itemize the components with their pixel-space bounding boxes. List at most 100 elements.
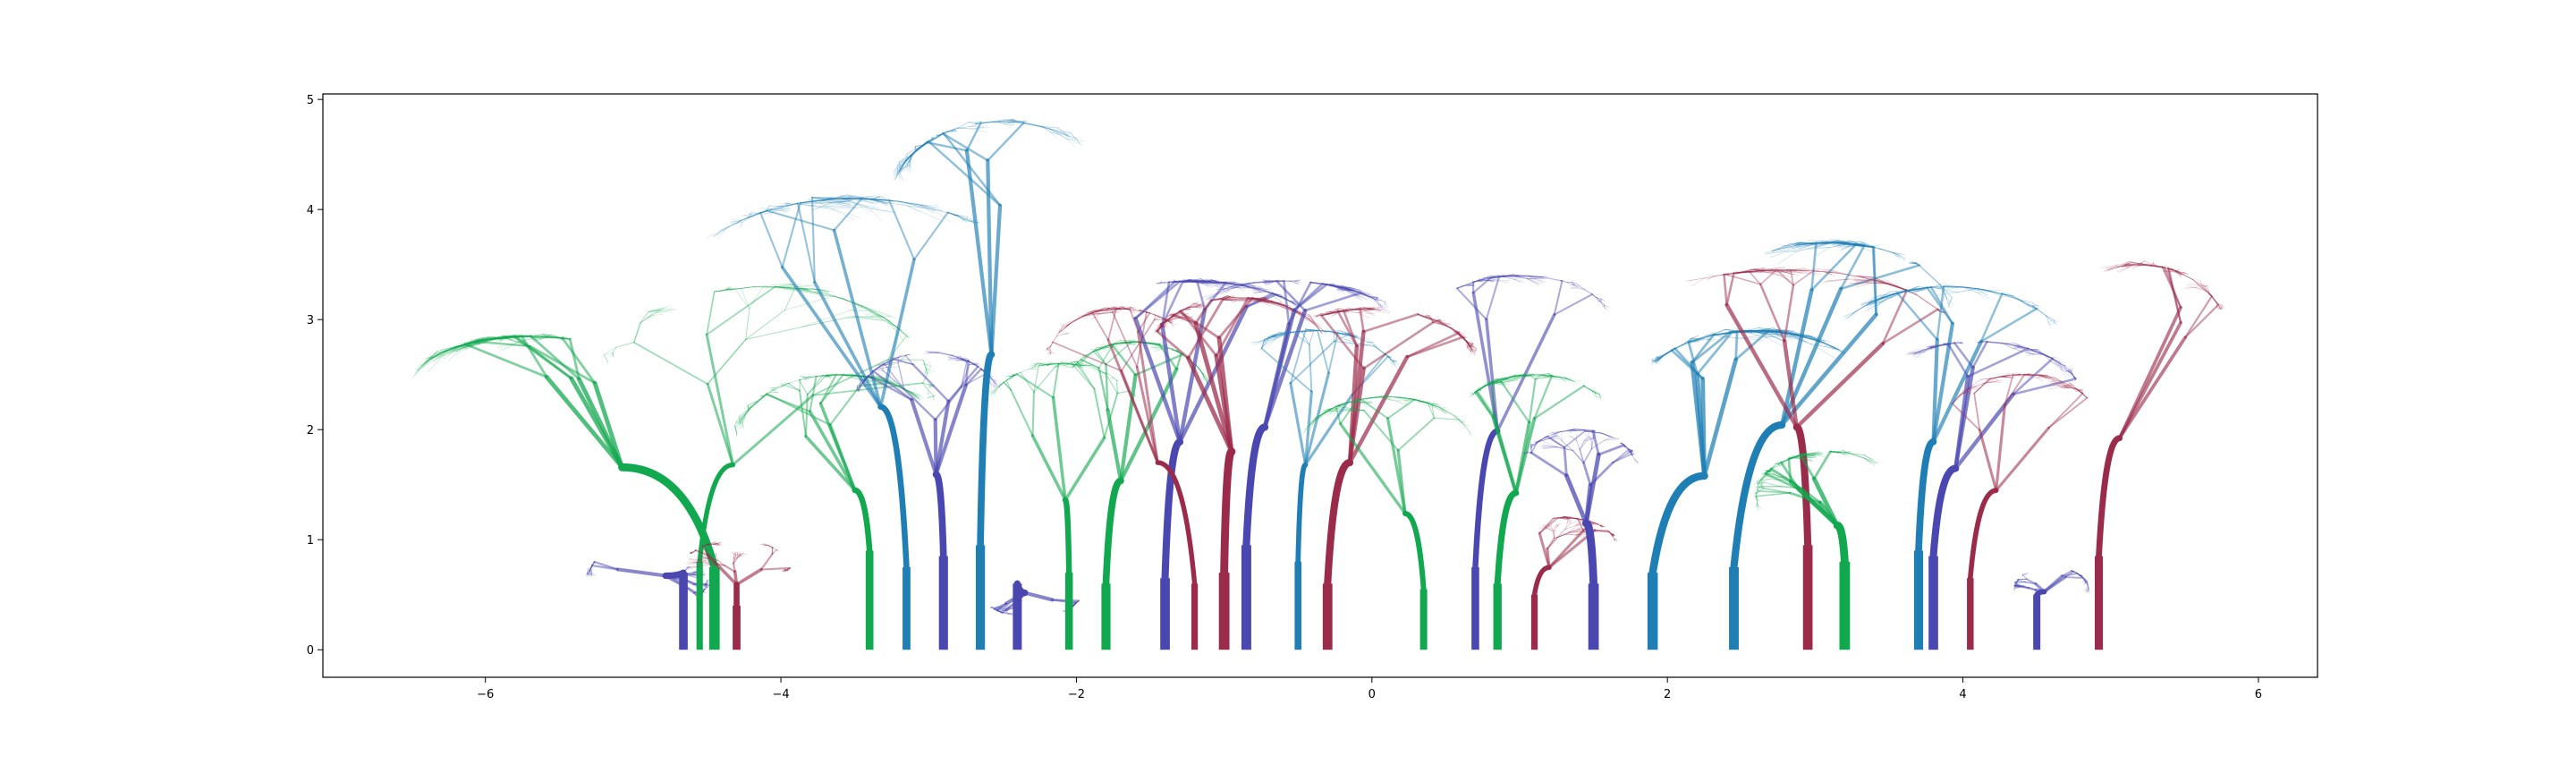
tree-branch <box>682 577 697 585</box>
tree-branch <box>499 341 520 351</box>
tree-branch <box>799 377 810 380</box>
tree-branch <box>506 336 523 337</box>
tree-branch <box>774 391 778 394</box>
tree-branch <box>922 382 929 386</box>
tree-branch <box>734 288 750 310</box>
tree-branch <box>431 348 452 360</box>
tree-branch <box>953 215 957 217</box>
tree-branch <box>833 295 867 309</box>
tree-branch <box>703 590 706 593</box>
tree-branch <box>467 337 480 344</box>
tree-branch <box>908 206 944 211</box>
tree-branch <box>470 339 485 347</box>
tree-branch <box>478 340 531 347</box>
tree-branch <box>778 205 788 207</box>
tree-branch <box>707 544 710 546</box>
tree-branch <box>861 198 898 202</box>
tree-branch <box>691 571 697 575</box>
tree-branch <box>876 200 883 201</box>
tree-branch <box>703 591 705 594</box>
tree-branch <box>856 379 865 386</box>
tree-branch <box>764 542 768 546</box>
tree-branch <box>750 393 768 409</box>
tree-branch <box>476 339 488 342</box>
tree-branch <box>530 335 580 380</box>
tree-branch <box>896 200 928 206</box>
tree-branch <box>968 361 979 368</box>
tree-branch <box>811 196 816 284</box>
tree-branch <box>706 583 708 585</box>
tree-branch <box>589 572 592 576</box>
tree-branch <box>587 569 590 573</box>
tree-branch <box>785 570 788 572</box>
tree-branch <box>862 379 865 381</box>
tree-branch <box>962 358 966 361</box>
tree-branch <box>736 553 741 556</box>
tree-branch <box>499 337 509 342</box>
tree-branch <box>682 573 692 576</box>
tree-branch <box>846 194 865 200</box>
tree-branch <box>809 376 818 378</box>
tree-branch <box>960 363 970 388</box>
tree-branch <box>849 375 856 377</box>
tree-branch <box>741 417 745 427</box>
tree-branch <box>885 318 904 342</box>
tree-branch <box>880 201 889 205</box>
tree-branch <box>784 202 790 205</box>
tree-branch <box>908 390 925 399</box>
tree-branch <box>874 310 886 319</box>
tree-branch <box>771 206 784 209</box>
tree-branch <box>705 582 708 587</box>
tree-branch <box>633 322 640 344</box>
tree-branch <box>897 354 902 358</box>
tree-branch <box>735 415 742 423</box>
tree-branch <box>856 386 860 391</box>
tree-branch <box>737 551 739 555</box>
tree-branch <box>900 158 908 164</box>
tree-branch <box>932 208 965 217</box>
tree-branch <box>877 363 884 369</box>
tree-branch <box>816 199 832 201</box>
tree-branch <box>775 549 778 551</box>
tree-branch <box>705 583 707 585</box>
tree-branch <box>540 336 551 338</box>
tree-branch <box>826 199 840 203</box>
tree-branch <box>741 288 750 310</box>
tree-branch <box>874 200 881 203</box>
tree-branch <box>789 287 822 291</box>
tree-branch <box>831 208 855 220</box>
tree-branch <box>768 386 780 389</box>
tree-branch <box>869 208 897 214</box>
tree-branch <box>811 202 832 211</box>
tree-branch <box>788 283 809 291</box>
tree-branch <box>451 344 471 349</box>
tree-branch <box>805 378 809 382</box>
tree-branch <box>880 358 895 366</box>
tree-branch <box>749 286 764 310</box>
tree-branch <box>882 316 908 336</box>
tree-branch <box>919 204 935 214</box>
tree-branch <box>880 201 890 203</box>
tree-branch <box>902 164 905 172</box>
tree-branch <box>589 573 592 577</box>
tree-branch <box>443 349 456 360</box>
tree-branch <box>508 335 523 338</box>
tree-branch <box>979 121 994 124</box>
tree-branch <box>958 358 970 362</box>
tree-branch <box>706 285 776 336</box>
tree-branch <box>647 313 650 319</box>
tree-branch <box>733 555 737 559</box>
tree-branch <box>769 206 779 210</box>
tree-branch <box>725 287 732 290</box>
tree-branch <box>821 375 826 378</box>
tree-branch <box>826 374 830 376</box>
tree-branch <box>725 288 735 290</box>
tree-branch <box>434 348 452 360</box>
tree-branch <box>702 544 707 548</box>
tree-branch <box>725 288 741 290</box>
tree-branch <box>724 220 742 230</box>
tree-branch <box>925 368 928 370</box>
tree-branch <box>882 363 884 365</box>
tree-branch <box>487 336 504 340</box>
tree-branch <box>857 385 859 392</box>
